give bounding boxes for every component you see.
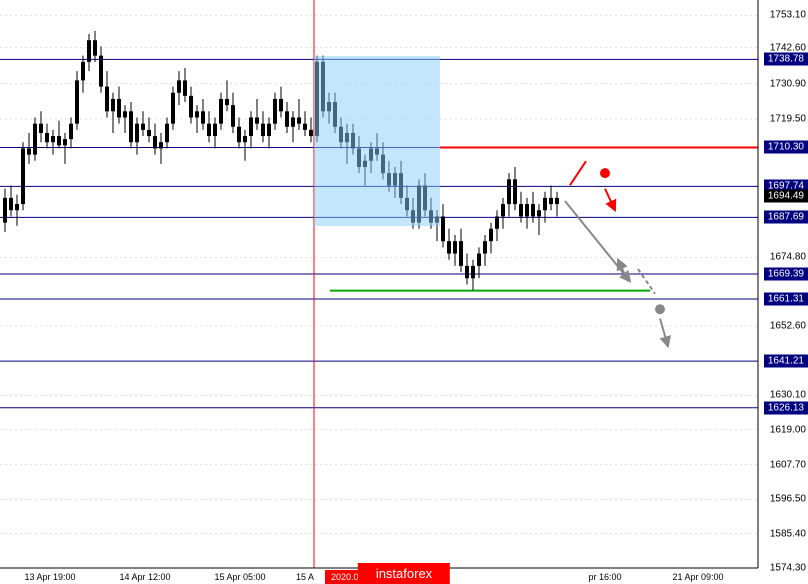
y-axis-label: 1742.60	[770, 42, 806, 53]
y-axis-label: 1652.60	[770, 320, 806, 331]
watermark: instaforex	[358, 563, 450, 584]
price-level-tag: 1626.13	[764, 401, 808, 414]
x-axis-label: 21 Apr 09:00	[672, 572, 723, 582]
price-level-tag: 1687.69	[764, 211, 808, 224]
y-axis-label: 1719.50	[770, 114, 806, 125]
price-level-tag: 1669.39	[764, 267, 808, 280]
price-level-tag: 1710.30	[764, 141, 808, 154]
y-axis-label: 1596.50	[770, 494, 806, 505]
x-axis-label: 14 Apr 12:00	[119, 572, 170, 582]
current-price-tag: 1694.49	[764, 190, 808, 203]
y-axis-label: 1674.80	[770, 252, 806, 263]
x-axis-label: 15 A	[296, 572, 314, 582]
highlight-region	[314, 56, 440, 226]
y-axis-label: 1730.90	[770, 78, 806, 89]
price-level-tag: 1661.31	[764, 292, 808, 305]
price-level-tag: 1641.21	[764, 355, 808, 368]
y-axis-label: 1585.40	[770, 528, 806, 539]
x-axis-label: pr 16:00	[588, 572, 621, 582]
chart-container: instaforex 1574.30 1585.40 1596.50 1607.70 1…	[0, 0, 808, 584]
y-axis-label: 1630.10	[770, 390, 806, 401]
x-axis-label: 13 Apr 19:00	[24, 572, 75, 582]
y-axis-label: 1607.70	[770, 459, 806, 470]
y-axis-label: 1619.00	[770, 424, 806, 435]
y-axis-label: 1574.30	[770, 563, 806, 574]
x-axis-label: 15 Apr 05:00	[214, 572, 265, 582]
price-level-tag: 1738.78	[764, 53, 808, 66]
y-axis-label: 1753.10	[770, 10, 806, 21]
